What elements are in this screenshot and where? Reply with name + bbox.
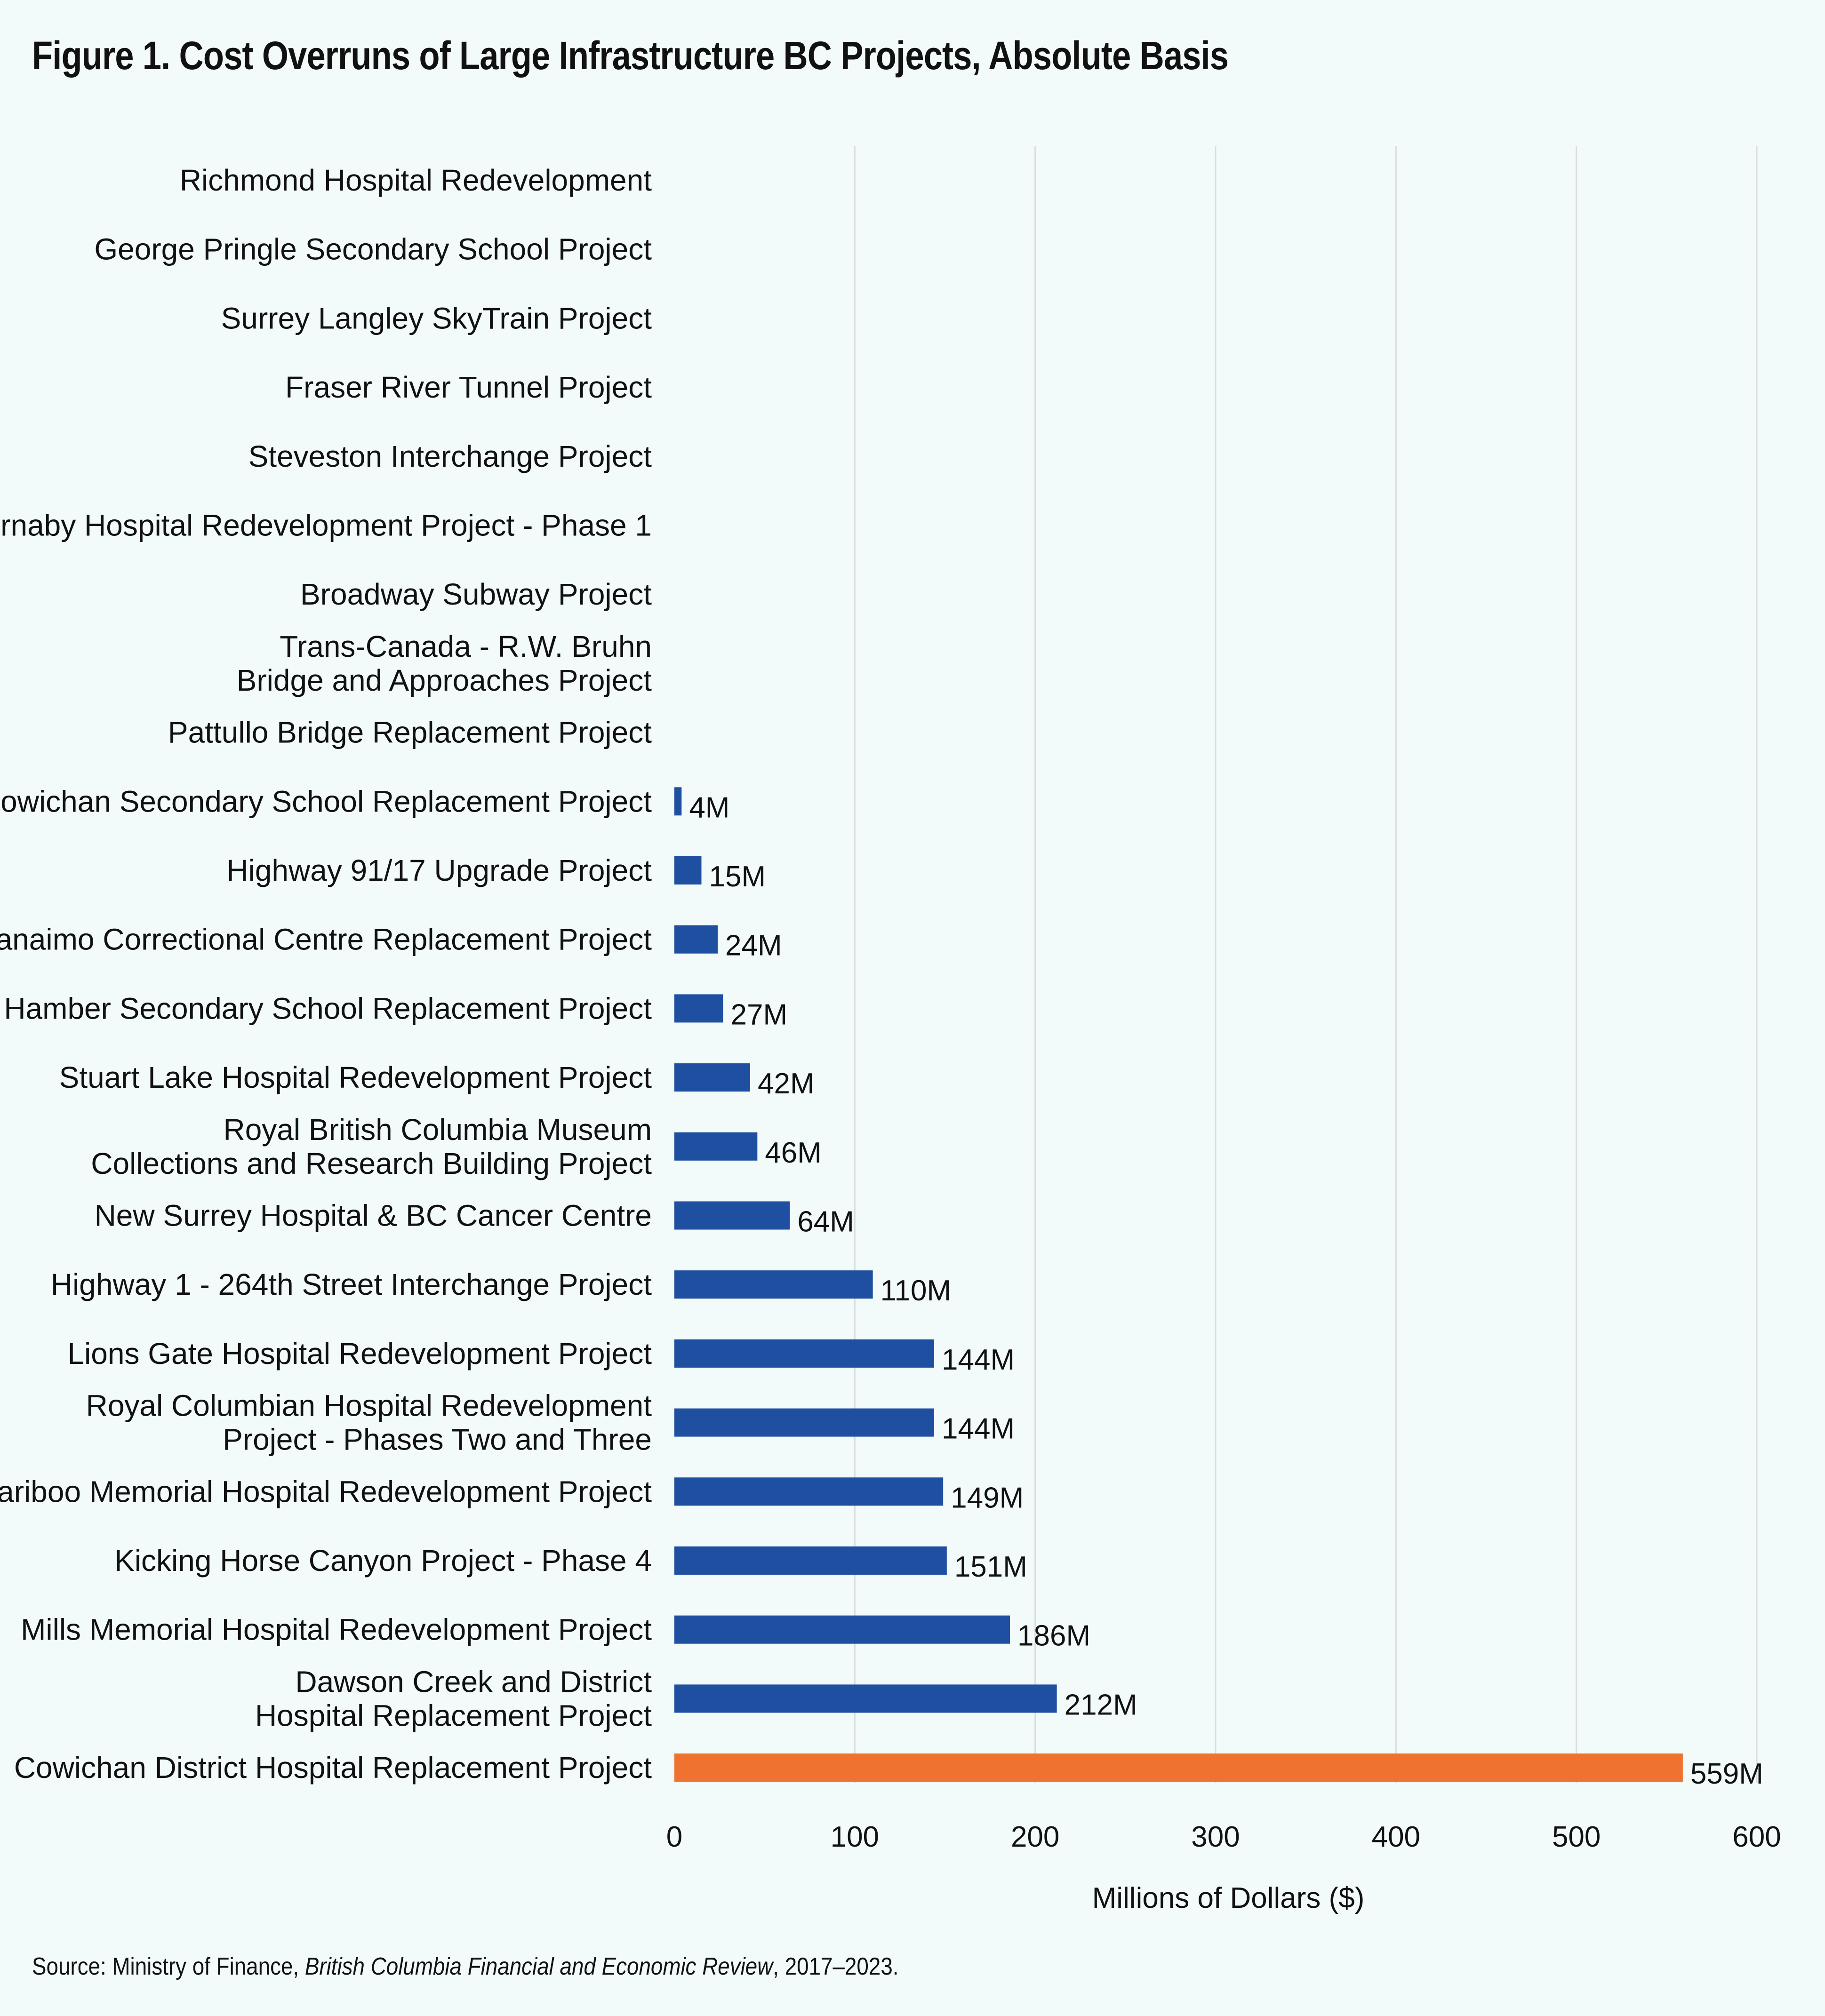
category-label: Richmond Hospital Redevelopment <box>180 163 652 197</box>
data-label: 42M <box>758 1068 815 1100</box>
category-label: Nanaimo Correctional Centre Replacement … <box>0 923 652 956</box>
category-label: Dawson Creek and District Hospital Replac… <box>255 1665 652 1732</box>
category-label: Highway 91/17 Upgrade Project <box>226 853 652 887</box>
source-note: Source: Ministry of Finance, British Col… <box>32 1952 898 1981</box>
chart-title: Figure 1. Cost Overruns of Large Infrast… <box>32 33 1229 78</box>
bar <box>674 1477 944 1506</box>
bar <box>674 1132 758 1161</box>
x-tick-label: 400 <box>1372 1821 1420 1853</box>
x-tick-label: 600 <box>1732 1821 1781 1853</box>
data-label: 46M <box>765 1137 822 1169</box>
bar-chart: Richmond Hospital Redevelopment George Pr… <box>0 146 1781 1914</box>
x-axis-title: Millions of Dollars ($) <box>1092 1882 1365 1914</box>
data-label: 151M <box>954 1551 1027 1583</box>
source-publication: British Columbia Financial and Economic … <box>304 1953 773 1980</box>
category-label: Cowichan District Hospital Replacement P… <box>14 1751 652 1785</box>
data-label: 64M <box>797 1206 854 1238</box>
category-label: Surrey Langley SkyTrain Project <box>221 301 652 335</box>
x-tick-label: 100 <box>831 1821 879 1853</box>
bar <box>674 1684 1057 1713</box>
data-label: 144M <box>942 1344 1015 1376</box>
category-labels: Richmond Hospital Redevelopment George Pr… <box>0 163 652 1785</box>
category-label: Highway 1 - 264th Street Interchange Pro… <box>51 1267 652 1301</box>
source-suffix: , 2017–2023. <box>773 1953 899 1980</box>
bar <box>674 1063 750 1092</box>
category-label: Royal British Columbia Museum Collections… <box>91 1113 652 1180</box>
category-label: Trans-Canada - R.W. Bruhn Bridge and Appr… <box>237 630 652 697</box>
bar <box>674 1408 934 1437</box>
category-label: Eric Hamber Secondary School Replacement… <box>0 991 652 1025</box>
data-label: 15M <box>709 861 766 893</box>
category-label: Pattullo Bridge Replacement Project <box>168 716 652 749</box>
category-label: Kicking Horse Canyon Project - Phase 4 <box>114 1544 652 1578</box>
x-tick-label: 0 <box>666 1821 682 1853</box>
bar <box>674 1201 790 1230</box>
bar <box>674 1753 1683 1782</box>
data-label: 212M <box>1065 1689 1137 1721</box>
bar <box>674 1339 934 1368</box>
category-label: Royal Columbian Hospital Redevelopment Pr… <box>86 1389 652 1457</box>
bar <box>674 856 702 884</box>
bar <box>674 925 718 954</box>
bar <box>674 1615 1010 1644</box>
x-tick-label: 300 <box>1191 1821 1240 1853</box>
x-tick-label: 500 <box>1552 1821 1601 1853</box>
bar <box>674 1270 873 1299</box>
source-prefix: Source: Ministry of Finance, <box>32 1953 305 1980</box>
x-tick-label: 200 <box>1011 1821 1059 1853</box>
category-label: Mills Memorial Hospital Redevelopment Pr… <box>21 1613 652 1647</box>
bar <box>674 1546 947 1575</box>
category-label: New Surrey Hospital & BC Cancer Centre <box>95 1199 652 1233</box>
x-axis-ticks: 0 100 200 300 400 500 600 <box>666 1821 1781 1853</box>
data-label: 559M <box>1690 1758 1763 1790</box>
bar <box>674 787 682 816</box>
category-label: Cowichan Secondary School Replacement Pr… <box>0 784 652 818</box>
data-labels: 4M 15M 24M 27M 42M 46M 64M 110M 144M 144M 149M 151M… <box>689 791 1763 1790</box>
data-label: 149M <box>951 1482 1024 1514</box>
data-label: 24M <box>725 930 782 962</box>
category-label: George Pringle Secondary School Project <box>94 232 652 266</box>
category-label: Stuart Lake Hospital Redevelopment Proje… <box>59 1060 652 1094</box>
gridlines <box>854 146 1758 1783</box>
category-label: Lions Gate Hospital Redevelopment Projec… <box>67 1337 652 1371</box>
category-label: Fraser River Tunnel Project <box>285 370 652 404</box>
category-label: Steveston Interchange Project <box>248 439 652 473</box>
data-label: 27M <box>731 998 788 1031</box>
category-label: Broadway Subway Project <box>300 577 652 611</box>
bars <box>674 787 1683 1782</box>
category-label: Cariboo Memorial Hospital Redevelopment … <box>0 1474 652 1508</box>
data-label: 144M <box>942 1413 1015 1445</box>
data-label: 110M <box>880 1275 952 1307</box>
bar <box>674 994 723 1023</box>
data-label: 4M <box>689 791 729 824</box>
category-label: Burnaby Hospital Redevelopment Project -… <box>0 509 652 542</box>
data-label: 186M <box>1017 1620 1090 1652</box>
